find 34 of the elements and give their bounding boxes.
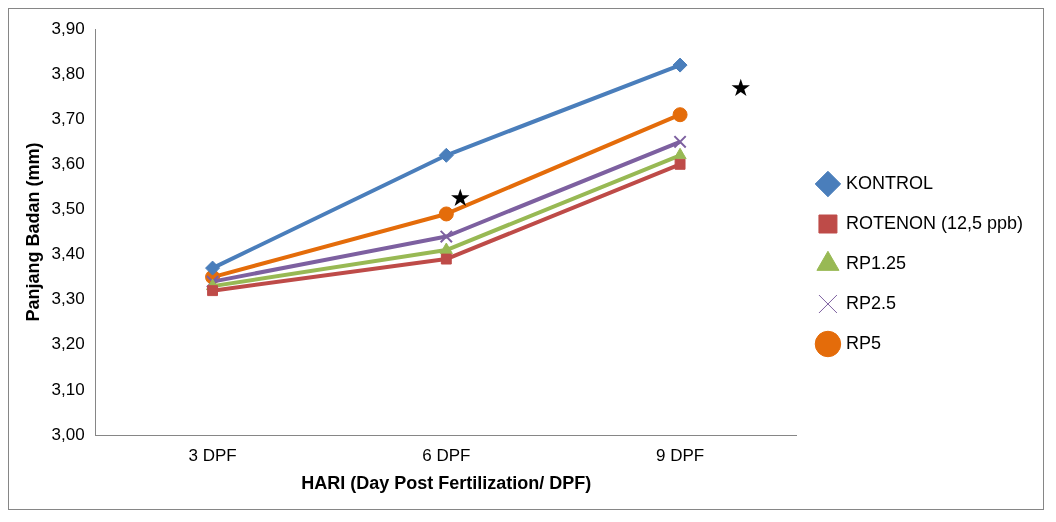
legend-label: KONTROL xyxy=(845,172,933,193)
annotation: ★ xyxy=(730,74,752,103)
y-tick-label: 3,50 xyxy=(51,199,85,219)
point xyxy=(439,242,453,255)
y-tick-label: 3,90 xyxy=(51,18,85,38)
point xyxy=(438,206,454,222)
y-tick-label: 3,20 xyxy=(51,334,85,354)
y-tick-label: 3,60 xyxy=(51,154,85,174)
legend-label: RP2.5 xyxy=(845,292,896,313)
point xyxy=(673,147,687,160)
x-axis-title: HARI (Day Post Fertilization/ DPF) xyxy=(301,473,592,494)
y-tick-label: 3,70 xyxy=(51,108,85,128)
point xyxy=(440,253,452,265)
point xyxy=(672,107,688,123)
point xyxy=(674,158,686,170)
point xyxy=(205,260,221,276)
point xyxy=(673,135,687,149)
point xyxy=(438,147,454,163)
legend-label: RP5 xyxy=(845,332,881,353)
legend-label: ROTENON (12,5 ppb) xyxy=(845,212,1024,233)
x-tick-label: 3 DPF xyxy=(188,445,237,465)
y-tick-label: 3,00 xyxy=(51,424,85,444)
x-tick-label: 9 DPF xyxy=(655,445,705,465)
y-tick-label: 3,40 xyxy=(51,244,85,264)
y-tick-label: 3,30 xyxy=(51,289,85,309)
point xyxy=(439,229,453,244)
y-tick-label: 3,10 xyxy=(51,379,85,399)
y-axis-title: Panjang Badan (mm) xyxy=(22,142,43,322)
legend-label: RP1.25 xyxy=(845,252,906,273)
point xyxy=(207,285,219,297)
x-tick-label: 6 DPF xyxy=(422,445,471,465)
annotation: ★ xyxy=(449,183,472,212)
y-tick-label: 3,80 xyxy=(51,63,85,83)
point xyxy=(672,57,688,73)
